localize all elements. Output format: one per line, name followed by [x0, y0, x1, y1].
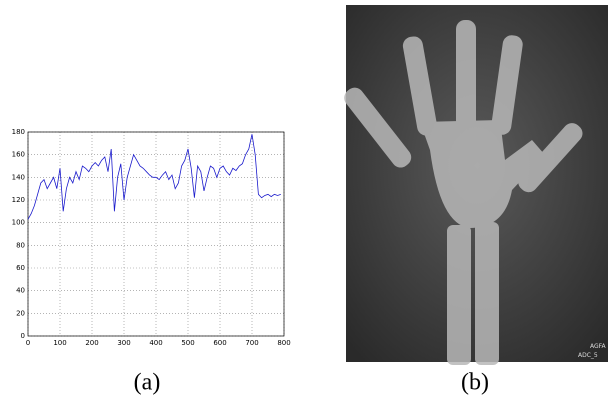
y-tick-label: 100 — [12, 219, 25, 227]
x-tick-label: 400 — [149, 339, 162, 347]
y-tick-label: 160 — [12, 151, 25, 159]
y-tick-label: 140 — [12, 173, 25, 181]
y-tick-label: 40 — [16, 287, 25, 295]
y-tick-label: 20 — [16, 309, 25, 317]
y-tick-label: 0 — [21, 332, 25, 340]
x-tick-label: 700 — [245, 339, 258, 347]
y-tick-label: 80 — [16, 241, 25, 249]
page: AGFA ADC_5 (a) (b) 0 20 40 60 80 100 120 140 160… — [0, 0, 610, 405]
x-tick-label: 500 — [181, 339, 194, 347]
x-tick-label: 0 — [26, 339, 30, 347]
x-tick-label: 800 — [277, 339, 290, 347]
xray-image: AGFA ADC_5 — [341, 5, 608, 365]
x-tick-label: 300 — [117, 339, 130, 347]
data-line — [28, 134, 281, 219]
caption: (b) — [461, 370, 489, 396]
image-label: ADC_5 — [578, 352, 598, 359]
y-tick-label: 180 — [12, 128, 25, 136]
y-tick-label: 120 — [12, 196, 25, 204]
caption: (a) — [134, 370, 161, 396]
image-label: AGFA — [590, 343, 607, 350]
x-tick-label: 600 — [213, 339, 226, 347]
figure: AGFA ADC_5 (a) (b) 0 20 40 60 80 100 120 140 160… — [0, 0, 610, 405]
x-tick-label: 100 — [53, 339, 66, 347]
x-tick-label: 200 — [85, 339, 98, 347]
y-tick-label: 60 — [16, 264, 25, 272]
